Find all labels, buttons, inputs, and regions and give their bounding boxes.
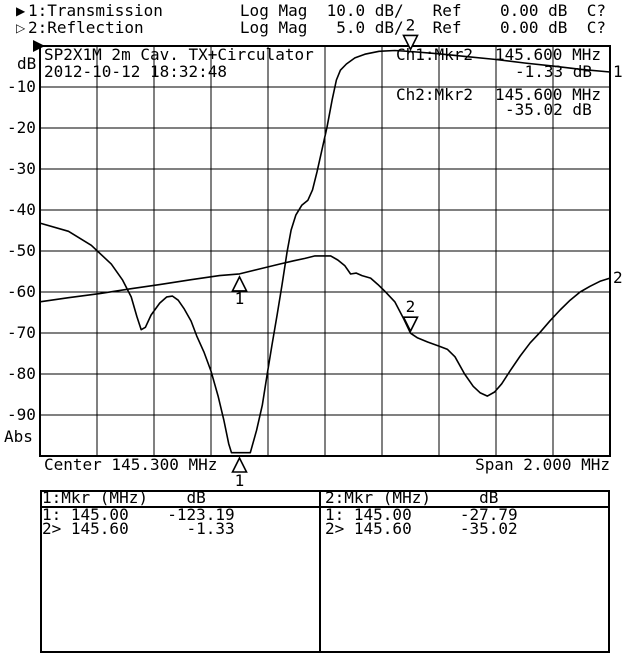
marker-1-triangle-icon (231, 275, 248, 292)
marker-table-ch2-header: 2:Mkr (MHz) dB (325, 488, 499, 507)
marker-table-header-rule (40, 506, 610, 508)
span-label: Span 2.000 MHz (475, 455, 610, 474)
trace-1 (39, 49, 611, 454)
trace-end-labels: 12 (613, 62, 623, 287)
marker-table-ch2-row: 2> 145.60 -35.02 (325, 519, 518, 538)
marker-table-ch1-header: 1:Mkr (MHz) dB (42, 488, 206, 507)
marker-2-number: 2 (406, 15, 416, 34)
ch2-channel-icon: ▷ (16, 21, 26, 35)
y-axis-tick-label: -10 (7, 77, 36, 96)
marker-table (40, 490, 610, 653)
ch1-marker-readout-freq: 145.600 MHz (495, 45, 601, 64)
y-axis-abs-label: Abs (4, 427, 33, 446)
y-axis-tick-label: -20 (7, 118, 36, 137)
graticule (40, 46, 610, 456)
trace-2-end-label: 2 (613, 268, 623, 287)
y-axis-tick-label: -90 (7, 405, 36, 424)
marker-glyphs: 1 2 1 2 (231, 15, 419, 490)
ch2-marker-readout-label: Ch2:Mkr2 (396, 85, 474, 104)
marker-table-ch1-row: 2> 145.60 -1.33 (42, 519, 235, 538)
marker-table-ch2-row: 1: 145.00 -27.79 (325, 505, 518, 524)
marker-2-triangle-icon (402, 316, 419, 333)
y-axis-unit-label: dB (17, 54, 37, 73)
y-axis-tick-label: -80 (7, 364, 36, 383)
y-axis-tick-label: -50 (7, 241, 36, 260)
center-frequency-label: Center 145.300 MHz (44, 455, 218, 474)
y-axis-tick-label: -40 (7, 200, 36, 219)
ch1-marker-readout-label: Ch1:Mkr2 (396, 45, 474, 64)
ch2-header-line: 2:Reflection Log Mag 5.0 dB/ Ref 0.00 dB… (28, 18, 606, 37)
marker-1-number: 1 (235, 471, 245, 490)
marker-2-number: 2 (406, 297, 416, 316)
y-axis-tick-label: -60 (7, 282, 36, 301)
ch1-marker-readout-value: -1.33 dB (515, 62, 593, 81)
marker-2-triangle-icon (402, 34, 419, 52)
plot-border (39, 45, 611, 457)
trace-1-end-label: 1 (613, 62, 623, 81)
ch1-header-line: 1:Transmission Log Mag 10.0 dB/ Ref 0.00… (28, 1, 606, 20)
marker-table-divider (319, 490, 321, 653)
y-axis-tick-label: -70 (7, 323, 36, 342)
ch2-marker-readout-value: -35.02 dB (505, 100, 592, 119)
ch1-active-channel-icon: ▶ (16, 4, 26, 18)
y-axis-tick-label: -30 (7, 159, 36, 178)
marker-1-number: 1 (235, 289, 245, 308)
ch1-ref-level-indicator-icon (33, 40, 45, 52)
marker-table-ch1-row: 1: 145.00 -123.19 (42, 505, 235, 524)
marker-1-triangle-icon (231, 456, 248, 473)
ch2-marker-readout-freq: 145.600 MHz (495, 85, 601, 104)
timestamp: 2012-10-12 18:32:48 (44, 62, 228, 81)
measurement-title: SP2X1M 2m Cav. TX+Circulator (44, 45, 314, 64)
